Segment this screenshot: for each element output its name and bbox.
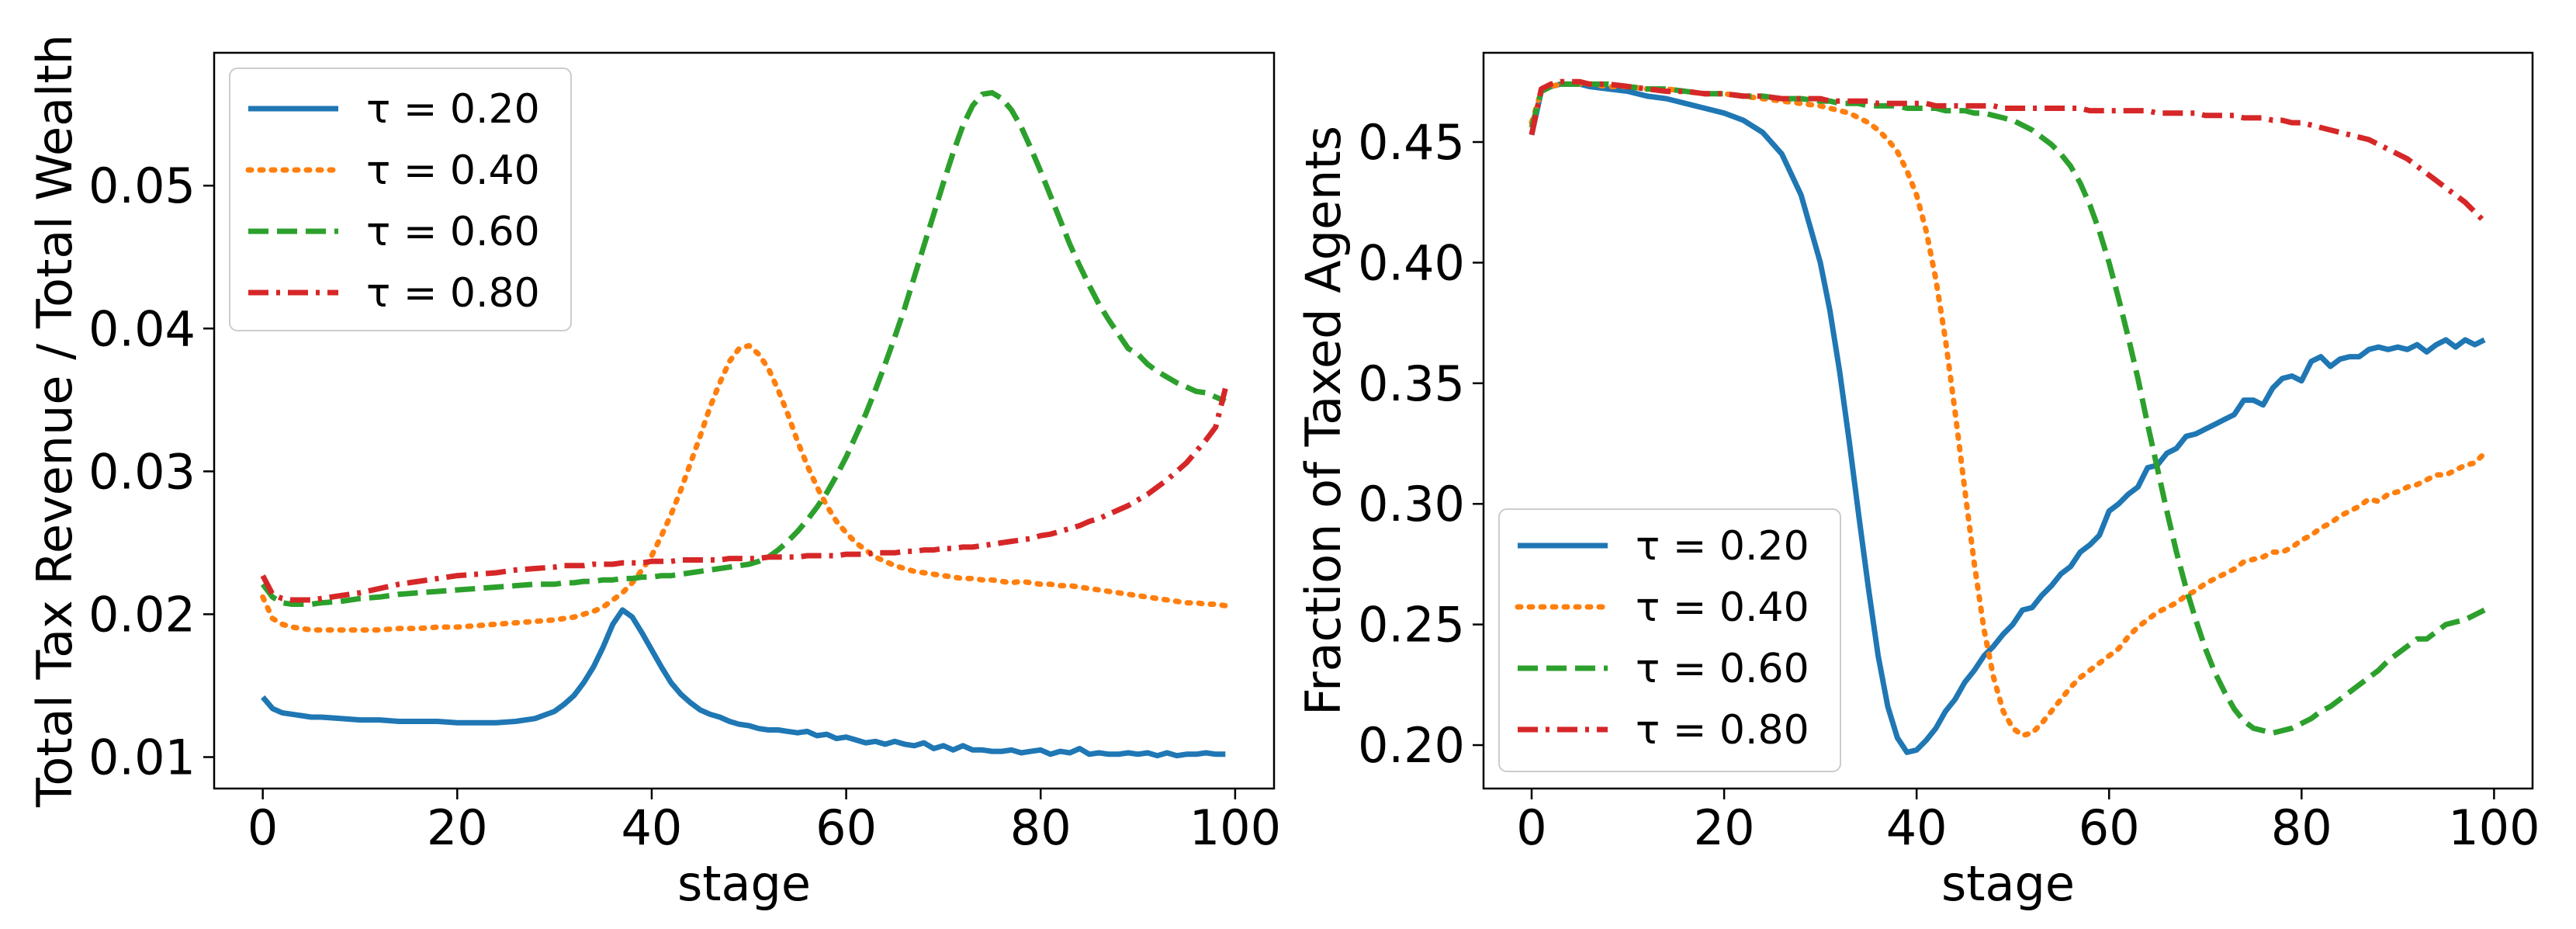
- left-x-tick-label: 0: [248, 799, 278, 856]
- left-legend-box: [229, 68, 572, 331]
- left-y-axis-label: Total Tax Revenue / Total Wealth: [26, 34, 83, 808]
- left-y-tick-label: 0.01: [88, 730, 196, 786]
- right-legend-label: τ = 0.20: [1636, 523, 1809, 570]
- right-series-line-3: [1529, 81, 2486, 736]
- right-x-tick-label: 100: [2448, 799, 2540, 856]
- right-x-axis-ticks: 0 20 40 60 80 100: [1516, 789, 2540, 856]
- right-legend-label: τ = 0.40: [1636, 584, 1809, 631]
- left-legend-label: τ = 0.80: [366, 270, 540, 317]
- left-x-tick-label: 80: [1010, 799, 1072, 856]
- left-x-tick-label: 60: [815, 799, 877, 856]
- right-x-tick-label: 80: [2271, 799, 2332, 856]
- right-x-tick-label: 60: [2079, 799, 2140, 856]
- right-y-tick-label: 0.35: [1358, 355, 1465, 412]
- left-y-tick-label: 0.02: [88, 586, 196, 643]
- left-x-tick-label: 20: [427, 799, 488, 856]
- left-series-group: [260, 90, 1228, 759]
- right-y-axis-ticks: 0.20 0.25 0.30 0.35 0.40 0.45: [1358, 114, 1484, 774]
- left-legend-label: τ = 0.40: [366, 147, 540, 194]
- left-legend-label: τ = 0.60: [366, 209, 540, 255]
- right-y-axis-label: Fraction of Taxed Agents: [1295, 126, 1352, 716]
- left-y-tick-label: 0.04: [88, 300, 196, 357]
- right-x-tick-label: 0: [1516, 799, 1546, 856]
- right-series-line-2: [1529, 81, 2488, 739]
- left-x-tick-label: 100: [1189, 799, 1281, 856]
- left-legend: τ = 0.20 τ = 0.40 τ = 0.60 τ = 0.80: [229, 68, 572, 331]
- left-y-axis-ticks: 0.01 0.02 0.03 0.04 0.05: [88, 158, 214, 786]
- right-legend-box: [1498, 508, 1841, 772]
- right-legend-label: τ = 0.80: [1636, 707, 1809, 754]
- left-y-tick-label: 0.05: [88, 158, 196, 214]
- left-series-line-3: [260, 90, 1227, 607]
- right-x-tick-label: 40: [1886, 799, 1948, 856]
- left-legend-label: τ = 0.20: [366, 86, 540, 133]
- right-chart: 0 20 40 60 80 100 0.20 0.25 0.30 0.35 0.…: [1295, 51, 2540, 912]
- left-chart: 0 20 40 60 80 100 0.01 0.02 0.03 0.04 0.…: [26, 34, 1281, 912]
- right-plot-frame: [1482, 51, 2534, 790]
- right-series-line-1: [1529, 81, 2486, 755]
- left-series-line-4: [260, 387, 1228, 603]
- right-x-tick-label: 20: [1694, 799, 1755, 856]
- right-y-tick-label: 0.20: [1358, 717, 1465, 774]
- right-y-tick-label: 0.25: [1358, 597, 1465, 653]
- right-y-tick-label: 0.40: [1358, 234, 1465, 291]
- right-y-tick-label: 0.45: [1358, 114, 1465, 171]
- left-plot-frame: [213, 51, 1276, 790]
- left-x-axis-ticks: 0 20 40 60 80 100: [248, 789, 1281, 856]
- left-series-line-2: [260, 342, 1228, 633]
- right-y-tick-label: 0.30: [1358, 476, 1465, 532]
- left-x-axis-label: stage: [677, 855, 811, 912]
- right-legend-label: τ = 0.60: [1636, 646, 1809, 692]
- right-series-group: [1529, 78, 2488, 755]
- right-legend: τ = 0.20 τ = 0.40 τ = 0.60 τ = 0.80: [1498, 508, 1841, 772]
- left-series-line-1: [261, 607, 1226, 759]
- right-x-axis-label: stage: [1941, 855, 2075, 912]
- left-x-tick-label: 40: [621, 799, 682, 856]
- left-y-tick-label: 0.03: [88, 443, 196, 500]
